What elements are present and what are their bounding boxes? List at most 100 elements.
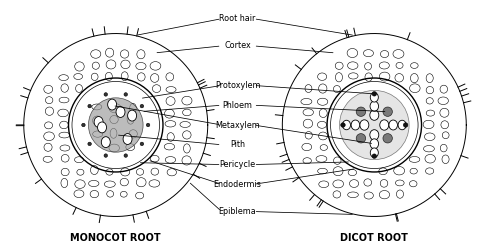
Ellipse shape: [167, 133, 174, 141]
Ellipse shape: [140, 142, 143, 146]
Ellipse shape: [74, 190, 84, 198]
Ellipse shape: [109, 104, 121, 113]
Ellipse shape: [370, 139, 378, 149]
Text: Epiblema: Epiblema: [218, 207, 256, 216]
Ellipse shape: [182, 156, 192, 165]
Text: Cortex: Cortex: [224, 42, 251, 50]
Ellipse shape: [92, 73, 98, 80]
Ellipse shape: [410, 63, 418, 68]
Ellipse shape: [305, 132, 312, 139]
Ellipse shape: [356, 107, 366, 117]
Ellipse shape: [370, 92, 378, 102]
Ellipse shape: [380, 120, 388, 130]
Ellipse shape: [410, 74, 418, 83]
Ellipse shape: [348, 73, 358, 79]
Ellipse shape: [136, 192, 143, 199]
Ellipse shape: [303, 158, 312, 164]
Ellipse shape: [182, 96, 192, 105]
Ellipse shape: [88, 142, 92, 146]
Ellipse shape: [426, 110, 434, 116]
Ellipse shape: [410, 181, 417, 187]
Ellipse shape: [441, 121, 448, 129]
Ellipse shape: [356, 134, 366, 143]
Ellipse shape: [77, 169, 84, 175]
Ellipse shape: [318, 132, 328, 140]
Ellipse shape: [370, 130, 379, 140]
Ellipse shape: [379, 168, 388, 175]
Ellipse shape: [318, 121, 326, 128]
Ellipse shape: [333, 167, 343, 176]
Ellipse shape: [92, 116, 102, 125]
Ellipse shape: [61, 154, 69, 162]
Ellipse shape: [94, 116, 103, 128]
Ellipse shape: [389, 120, 398, 130]
Ellipse shape: [151, 168, 158, 175]
Ellipse shape: [136, 62, 146, 70]
Ellipse shape: [46, 107, 54, 115]
Ellipse shape: [318, 98, 328, 105]
Ellipse shape: [319, 109, 327, 118]
Ellipse shape: [88, 104, 92, 108]
Ellipse shape: [44, 132, 54, 140]
Ellipse shape: [150, 62, 161, 70]
Ellipse shape: [396, 62, 403, 68]
Ellipse shape: [342, 120, 350, 130]
Ellipse shape: [110, 128, 117, 138]
Ellipse shape: [404, 123, 408, 127]
Ellipse shape: [370, 101, 378, 111]
Ellipse shape: [90, 50, 101, 58]
Ellipse shape: [152, 85, 160, 92]
Ellipse shape: [166, 97, 175, 105]
Ellipse shape: [442, 155, 449, 164]
Ellipse shape: [424, 133, 435, 140]
Ellipse shape: [76, 84, 82, 92]
Ellipse shape: [318, 73, 326, 80]
Ellipse shape: [348, 192, 358, 198]
Ellipse shape: [396, 180, 404, 186]
Text: MONOCOT ROOT: MONOCOT ROOT: [70, 233, 161, 243]
Ellipse shape: [316, 156, 327, 162]
Ellipse shape: [44, 122, 52, 129]
Ellipse shape: [393, 50, 404, 58]
Ellipse shape: [129, 130, 138, 138]
Ellipse shape: [396, 190, 404, 198]
Ellipse shape: [124, 154, 128, 157]
Text: DICOT ROOT: DICOT ROOT: [340, 233, 408, 243]
Circle shape: [340, 90, 409, 160]
Ellipse shape: [59, 132, 70, 138]
Ellipse shape: [426, 98, 434, 104]
Ellipse shape: [106, 72, 112, 80]
Ellipse shape: [127, 114, 134, 124]
Ellipse shape: [108, 99, 116, 110]
Ellipse shape: [320, 144, 328, 150]
Ellipse shape: [138, 73, 145, 81]
Ellipse shape: [370, 110, 379, 120]
Ellipse shape: [124, 93, 128, 96]
Ellipse shape: [106, 48, 114, 57]
Ellipse shape: [136, 178, 146, 187]
Ellipse shape: [394, 166, 404, 175]
Ellipse shape: [182, 109, 191, 116]
Ellipse shape: [340, 123, 345, 127]
Ellipse shape: [88, 180, 99, 186]
Ellipse shape: [398, 120, 406, 130]
Ellipse shape: [182, 131, 191, 139]
Ellipse shape: [92, 104, 102, 110]
Ellipse shape: [44, 85, 52, 93]
Ellipse shape: [164, 144, 174, 150]
Ellipse shape: [126, 144, 134, 150]
Ellipse shape: [410, 84, 420, 92]
Text: Pith: Pith: [230, 140, 245, 149]
Ellipse shape: [409, 156, 420, 162]
Ellipse shape: [166, 73, 173, 81]
Ellipse shape: [350, 180, 358, 188]
Ellipse shape: [424, 146, 434, 152]
Text: Protoxylem: Protoxylem: [215, 81, 260, 90]
Ellipse shape: [106, 169, 113, 175]
Ellipse shape: [372, 92, 376, 96]
Ellipse shape: [380, 50, 388, 58]
Ellipse shape: [383, 107, 392, 117]
Ellipse shape: [123, 134, 132, 144]
Ellipse shape: [165, 156, 175, 163]
Ellipse shape: [90, 166, 98, 174]
